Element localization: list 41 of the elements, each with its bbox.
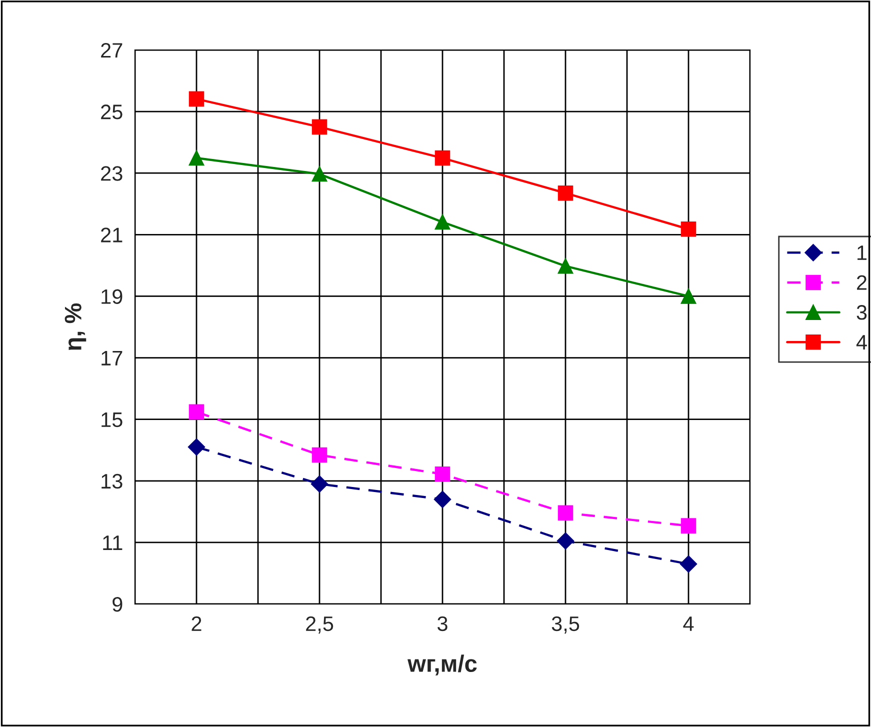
y-tick-label: 17: [102, 350, 122, 366]
point: [188, 91, 204, 107]
point: [434, 466, 450, 482]
point: [680, 555, 698, 573]
y-axis-title: η, %: [64, 303, 86, 350]
y-tick-label: 25: [101, 104, 122, 120]
point: [434, 150, 450, 166]
point: [680, 221, 696, 237]
point: [680, 518, 696, 534]
point: [680, 288, 696, 304]
y-tick-label: 21: [101, 228, 122, 242]
legend-label: 2: [857, 275, 866, 290]
point: [434, 490, 452, 508]
point: [558, 185, 574, 201]
x-tick-label: 3,5: [552, 616, 580, 634]
point: [310, 475, 328, 493]
point: [556, 532, 574, 550]
legend-label: 4: [856, 335, 867, 350]
y-tick-label: 19: [102, 289, 122, 304]
point: [188, 438, 206, 456]
x-tick-label: 3: [438, 616, 448, 632]
point: [434, 214, 450, 230]
point: [188, 150, 204, 166]
x-tick-label: 4: [683, 616, 694, 631]
y-tick-label: 27: [101, 43, 122, 58]
y-tick-label: 9: [112, 597, 122, 612]
point: [558, 505, 574, 521]
x-axis-title: wг,м/с: [408, 654, 477, 676]
point: [312, 119, 328, 135]
y-tick-label: 15: [102, 412, 122, 428]
point: [312, 447, 328, 463]
x-tick-label: 2,5: [306, 616, 334, 634]
point: [188, 404, 204, 420]
x-tick-label: 2: [192, 616, 202, 631]
y-tick-label: 23: [101, 166, 122, 181]
y-tick-label: 13: [102, 474, 122, 489]
point: [558, 258, 574, 274]
y-tick-label: 11: [103, 536, 122, 550]
legend-label: 1: [858, 246, 867, 260]
legend-label: 3: [856, 305, 867, 320]
point: [312, 166, 328, 182]
